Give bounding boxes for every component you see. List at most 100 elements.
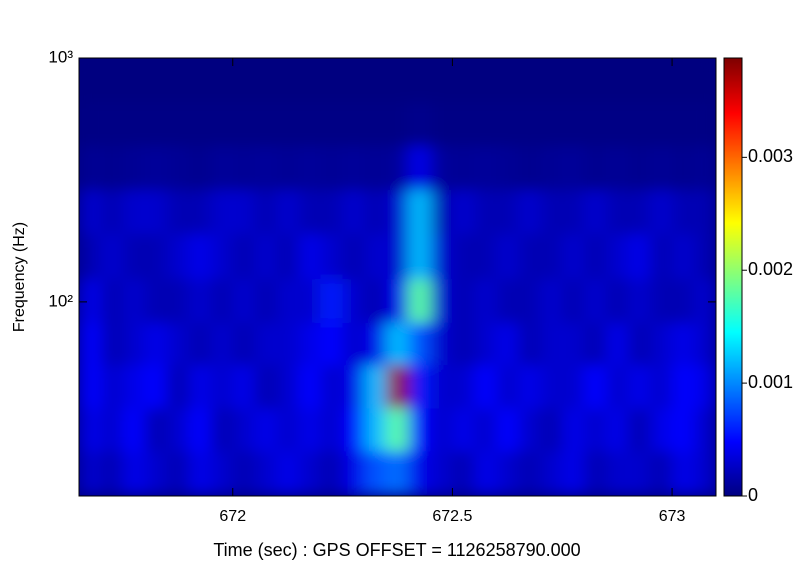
heatmap-cell bbox=[518, 322, 541, 366]
heatmap-cell bbox=[452, 233, 475, 280]
colorbar-swatch bbox=[724, 218, 742, 221]
colorbar-swatch bbox=[724, 208, 742, 211]
heatmap-cell bbox=[562, 450, 585, 495]
heatmap-cell bbox=[364, 145, 388, 191]
heatmap-cell bbox=[79, 145, 102, 191]
colorbar-swatch bbox=[724, 318, 742, 321]
heatmap-cell bbox=[408, 233, 431, 280]
heatmap-cell bbox=[606, 322, 629, 366]
heatmap-cell bbox=[210, 145, 234, 191]
heatmap-cell bbox=[430, 58, 453, 102]
colorbar-swatch bbox=[724, 64, 742, 67]
colorbar-swatch bbox=[724, 492, 742, 495]
heatmap-cell bbox=[232, 407, 256, 452]
heatmap-cell bbox=[430, 101, 453, 146]
colorbar-swatch bbox=[724, 280, 742, 283]
heatmap-cell bbox=[672, 450, 695, 495]
heatmap-cell bbox=[430, 278, 453, 323]
colorbar-swatch bbox=[724, 84, 742, 87]
heatmap-cell bbox=[276, 364, 300, 409]
heatmap-cell bbox=[562, 364, 585, 409]
heatmap-cell bbox=[254, 364, 278, 409]
heatmap-cell bbox=[122, 407, 146, 452]
heatmap-cell bbox=[276, 58, 300, 102]
colorbar-swatch bbox=[724, 178, 742, 181]
colorbar-swatch bbox=[724, 256, 742, 259]
colorbar-swatch bbox=[724, 320, 742, 323]
colorbar-swatch bbox=[724, 68, 742, 71]
heatmap-cell bbox=[628, 189, 651, 234]
colorbar-tick-label: 0 bbox=[748, 485, 758, 505]
heatmap-cell bbox=[650, 189, 673, 234]
heatmap-cell bbox=[540, 278, 563, 323]
heatmap-cell bbox=[166, 189, 190, 234]
colorbar-swatch bbox=[724, 182, 742, 185]
colorbar-swatch bbox=[724, 160, 742, 163]
colorbar-swatch bbox=[724, 216, 742, 219]
colorbar-swatch bbox=[724, 118, 742, 121]
colorbar-swatch bbox=[724, 438, 742, 441]
colorbar-swatch bbox=[724, 230, 742, 233]
heatmap-cell bbox=[496, 58, 519, 102]
colorbar-swatch bbox=[724, 304, 742, 307]
colorbar-swatch bbox=[724, 102, 742, 105]
colorbar-swatch bbox=[724, 80, 742, 83]
colorbar-swatch bbox=[724, 366, 742, 369]
colorbar-swatch bbox=[724, 392, 742, 395]
heatmap-cell bbox=[672, 322, 695, 366]
heatmap-cell bbox=[694, 145, 716, 191]
colorbar-swatch bbox=[724, 334, 742, 337]
heatmap-cell bbox=[606, 58, 629, 102]
heatmap-cell bbox=[210, 58, 234, 102]
heatmap-cell bbox=[320, 101, 344, 146]
heatmap-cell bbox=[650, 145, 673, 191]
heatmap-cell bbox=[672, 278, 695, 323]
colorbar-swatch bbox=[724, 348, 742, 351]
colorbar-swatch bbox=[724, 482, 742, 485]
colorbar-swatch bbox=[724, 232, 742, 235]
plot-frame bbox=[78, 57, 717, 497]
heatmap-cell bbox=[364, 450, 388, 495]
colorbar-swatch bbox=[724, 246, 742, 249]
colorbar-swatch bbox=[724, 228, 742, 231]
colorbar-swatch bbox=[724, 430, 742, 433]
heatmap-cell bbox=[496, 233, 519, 280]
colorbar bbox=[724, 58, 742, 497]
colorbar-swatch bbox=[724, 82, 742, 85]
colorbar-swatch bbox=[724, 272, 742, 275]
colorbar-swatch bbox=[724, 190, 742, 193]
colorbar-swatch bbox=[724, 350, 742, 353]
heatmap-cell bbox=[122, 58, 146, 102]
heatmap-cell bbox=[298, 450, 322, 495]
colorbar-swatch bbox=[724, 428, 742, 431]
heatmap-cell bbox=[79, 101, 102, 146]
heatmap-cell bbox=[518, 407, 541, 452]
heatmap-cell bbox=[364, 233, 388, 280]
heatmap-cell bbox=[408, 450, 431, 495]
heatmap-cell bbox=[408, 189, 431, 234]
heatmap-cell bbox=[122, 278, 146, 323]
heatmap-cell bbox=[474, 58, 497, 102]
heatmap-cell bbox=[254, 101, 278, 146]
heatmap-cell bbox=[320, 189, 344, 234]
heatmap-cell bbox=[298, 322, 322, 366]
colorbar-swatch bbox=[724, 270, 742, 273]
colorbar-swatch bbox=[724, 404, 742, 407]
colorbar-swatch bbox=[724, 126, 742, 129]
heatmap-cell bbox=[474, 450, 497, 495]
heatmap-cell bbox=[672, 233, 695, 280]
colorbar-swatch bbox=[724, 324, 742, 327]
heatmap-cell bbox=[79, 58, 102, 102]
heatmap-cell bbox=[562, 189, 585, 234]
colorbar-swatch bbox=[724, 364, 742, 367]
heatmap-cell bbox=[320, 364, 344, 409]
colorbar-swatch bbox=[724, 250, 742, 253]
colorbar-swatch bbox=[724, 98, 742, 101]
heatmap-cell bbox=[452, 101, 475, 146]
heatmap-cell bbox=[518, 364, 541, 409]
heatmap-cell bbox=[232, 450, 256, 495]
colorbar-swatch bbox=[724, 302, 742, 305]
colorbar-swatch bbox=[724, 486, 742, 489]
heatmap-cell bbox=[364, 278, 388, 323]
colorbar-swatch bbox=[724, 410, 742, 413]
